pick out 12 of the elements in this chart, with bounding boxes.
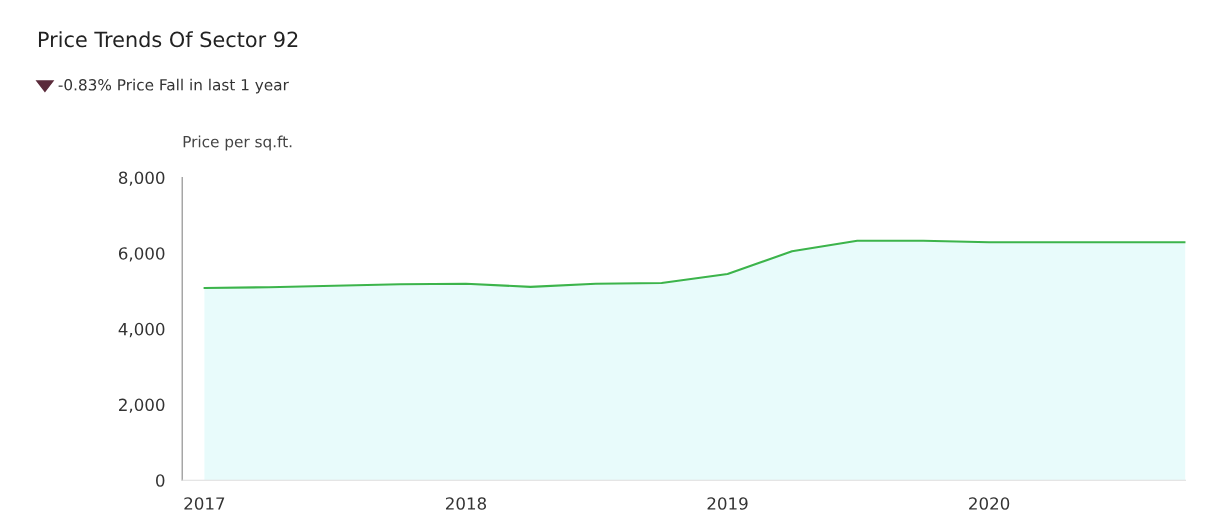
y-tick-label: 8,000: [118, 171, 165, 186]
x-tick-label: 2019: [707, 497, 748, 510]
y-tick-label: 4,000: [118, 322, 165, 338]
chart-subtitle: -0.83% Price Fall in last 1 year: [58, 78, 289, 94]
y-tick-label: 0: [156, 474, 165, 487]
x-tick-label: 2017: [184, 497, 225, 510]
x-tick-label: 2018: [445, 497, 487, 510]
chart-title: Price Trends Of Sector 92: [38, 31, 298, 48]
y-axis-title: Price per sq.ft.: [183, 135, 292, 151]
y-tick-label: 6,000: [118, 247, 165, 262]
x-tick-label: 2020: [969, 497, 1010, 510]
y-tick-label: 2,000: [119, 398, 165, 413]
